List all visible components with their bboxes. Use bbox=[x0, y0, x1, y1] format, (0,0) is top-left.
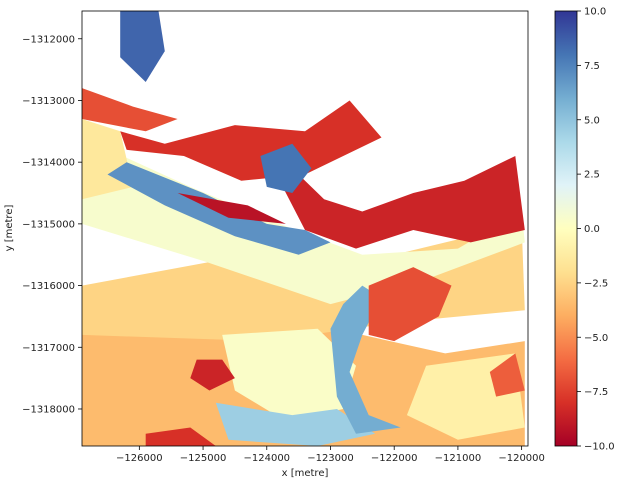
y-tick-label: −1314000 bbox=[22, 158, 75, 169]
heatmap-region-18 bbox=[260, 143, 312, 193]
plot-frame bbox=[81, 10, 529, 447]
heatmap-regions bbox=[82, 11, 525, 446]
heatmap-region-16 bbox=[489, 353, 525, 397]
y-tick-label: −1317000 bbox=[22, 343, 75, 354]
heatmap-region-6 bbox=[215, 402, 376, 446]
colorbar-ticks: 10.0 7.5 5.0 2.5 0.0 −2.5 −5.0 −7.5 −10.0 bbox=[577, 7, 615, 453]
heatmap-region-2 bbox=[82, 137, 525, 305]
x-tick-label: −122000 bbox=[371, 453, 418, 464]
heatmap-region-13 bbox=[82, 88, 178, 132]
y-tick-label: −1313000 bbox=[22, 96, 75, 107]
colorbar-tick-label: 2.5 bbox=[584, 170, 600, 181]
y-tick-label: −1315000 bbox=[22, 219, 75, 230]
x-tick-label: −126000 bbox=[116, 453, 163, 464]
heatmap-region-12 bbox=[368, 267, 452, 342]
heatmap-region-15 bbox=[190, 359, 235, 391]
x-axis-label: x [metre] bbox=[282, 468, 329, 479]
y-tick-label: −1316000 bbox=[22, 281, 75, 292]
colorbar-tick-label: −2.5 bbox=[584, 278, 608, 289]
colorbar-tick-label: 0.0 bbox=[584, 224, 600, 235]
x-tick-label: −125000 bbox=[180, 453, 227, 464]
heatmap-region-9 bbox=[120, 100, 382, 181]
colorbar-tick-label: 10.0 bbox=[584, 7, 606, 18]
colorbar-tick-label: 7.5 bbox=[584, 61, 600, 72]
heatmap-region-4 bbox=[222, 328, 356, 422]
colorbar: 10.0 7.5 5.0 2.5 0.0 −2.5 −5.0 −7.5 −10.0 bbox=[554, 7, 615, 453]
heatmap-region-10 bbox=[273, 156, 525, 249]
colorbar-tick-label: −10.0 bbox=[584, 442, 615, 453]
colorbar-gradient bbox=[554, 10, 578, 447]
x-tick-label: −121000 bbox=[435, 453, 482, 464]
heatmap-region-17 bbox=[120, 11, 165, 82]
heatmap-region-14 bbox=[145, 427, 216, 446]
heatmap-region-11 bbox=[177, 193, 286, 224]
x-tick-label: −123000 bbox=[307, 453, 354, 464]
colorbar-tick-label: −5.0 bbox=[584, 333, 608, 344]
x-axis-ticks: −126000 −125000 −124000 −123000 −122000 −1210… bbox=[116, 446, 545, 464]
y-tick-label: −1318000 bbox=[22, 404, 75, 415]
x-tick-label: −120000 bbox=[498, 453, 545, 464]
colorbar-tick-label: −7.5 bbox=[584, 387, 608, 398]
y-tick-label: −1312000 bbox=[22, 34, 75, 45]
y-axis-label: y [metre] bbox=[4, 205, 15, 252]
heatmap-plot-area bbox=[81, 10, 529, 447]
x-tick-label: −124000 bbox=[243, 453, 290, 464]
heatmap-region-8 bbox=[330, 285, 401, 434]
colorbar-tick-label: 5.0 bbox=[584, 115, 600, 126]
y-axis-ticks: −1312000 −1313000 −1314000 −1315000 −1316000… bbox=[22, 34, 82, 415]
